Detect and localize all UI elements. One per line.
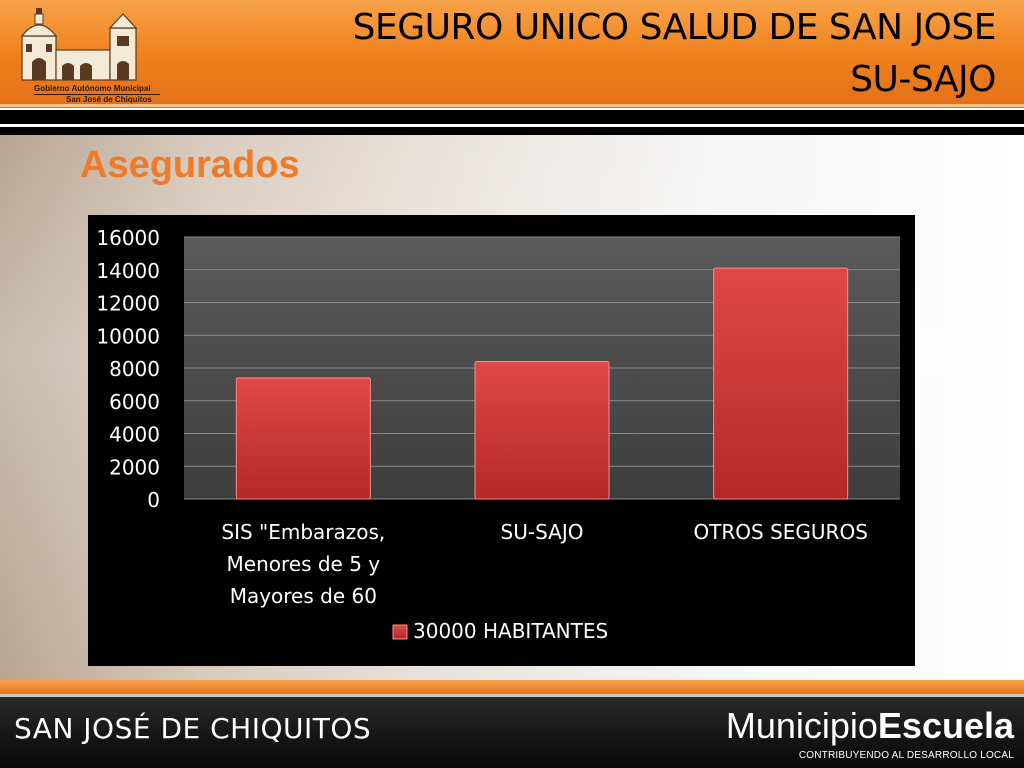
chart-canvas: 0 2000 4000 6000 8000 10000 12000 14000 16000 SIS…	[96, 226, 900, 643]
x-tick-label: Mayores de 60	[230, 584, 377, 608]
y-tick-label: 0	[147, 488, 160, 512]
y-tick-label: 4000	[109, 423, 160, 447]
footer-location: SAN JOSÉ DE CHIQUITOS	[14, 712, 372, 745]
y-tick-label: 8000	[109, 357, 160, 381]
bar-chart: 0 2000 4000 6000 8000 10000 12000 14000 16000 SIS…	[88, 215, 915, 666]
header-black-band	[0, 110, 1024, 124]
municipal-logo: Gobierno Autónomo Municipal San José de …	[14, 6, 164, 104]
brand-regular: Municipio	[725, 705, 878, 746]
church-logo-icon	[20, 8, 138, 81]
brand-tagline: CONTRIBUYENDO AL DESARROLLO LOCAL	[798, 750, 1014, 761]
logo-divider	[34, 94, 160, 95]
y-tick-label: 6000	[109, 390, 160, 414]
x-tick-label: OTROS SEGUROS	[693, 520, 867, 544]
logo-caption-line1: Gobierno Autónomo Municipal	[34, 84, 151, 93]
footer-divider	[0, 694, 1024, 697]
legend-swatch	[392, 624, 408, 640]
page-title-line1: SEGURO UNICO SALUD DE SAN JOSE	[352, 7, 997, 48]
slide-subtitle: Asegurados	[80, 144, 300, 186]
page-title-line2: SU-SAJO	[850, 59, 996, 100]
y-tick-label: 14000	[96, 259, 160, 283]
brand-logo: MunicipioEscuela	[726, 706, 1014, 746]
header-banner	[0, 0, 1024, 108]
legend-label: 30000 HABITANTES	[413, 619, 608, 643]
brand-bold: Escuela	[877, 705, 1014, 746]
footer-orange-band	[0, 680, 1024, 694]
bar	[474, 360, 610, 500]
page-title: SEGURO UNICO SALUD DE SAN JOSE SU-SAJO	[352, 2, 997, 106]
x-tick-label: Menores de 5 y	[227, 552, 381, 576]
logo-caption-line2: San José de Chiquitos	[66, 95, 152, 104]
footer-bar	[0, 697, 1024, 768]
x-tick-label: SIS "Embarazos,	[221, 520, 385, 544]
header-divider	[0, 104, 1024, 107]
bar	[235, 377, 371, 500]
header-black-band-thin	[0, 127, 1024, 135]
bar	[713, 267, 849, 500]
y-tick-label: 12000	[96, 292, 160, 316]
footer-brand: MunicipioEscuela CONTRIBUYENDO AL DESARR…	[726, 706, 1014, 762]
y-tick-label: 2000	[109, 455, 160, 479]
y-tick-label: 16000	[96, 226, 160, 250]
y-tick-label: 10000	[96, 324, 160, 348]
x-tick-label: SU-SAJO	[501, 520, 584, 544]
